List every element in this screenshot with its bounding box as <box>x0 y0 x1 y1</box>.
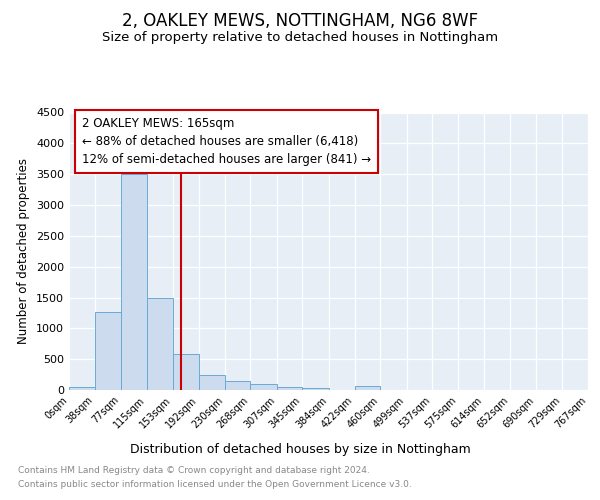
Text: 2 OAKLEY MEWS: 165sqm
← 88% of detached houses are smaller (6,418)
12% of semi-d: 2 OAKLEY MEWS: 165sqm ← 88% of detached … <box>82 117 371 166</box>
Bar <box>277 387 302 390</box>
Bar <box>199 375 224 390</box>
Bar <box>355 386 380 390</box>
Y-axis label: Number of detached properties: Number of detached properties <box>17 158 31 344</box>
Bar <box>173 354 199 390</box>
Bar <box>147 298 173 390</box>
Text: 2, OAKLEY MEWS, NOTTINGHAM, NG6 8WF: 2, OAKLEY MEWS, NOTTINGHAM, NG6 8WF <box>122 12 478 30</box>
Bar <box>121 174 147 390</box>
Bar <box>95 312 121 390</box>
Bar <box>302 388 329 390</box>
Bar <box>69 387 95 390</box>
Text: Distribution of detached houses by size in Nottingham: Distribution of detached houses by size … <box>130 442 470 456</box>
Text: Size of property relative to detached houses in Nottingham: Size of property relative to detached ho… <box>102 31 498 44</box>
Bar <box>224 382 250 390</box>
Bar <box>250 384 277 390</box>
Text: Contains HM Land Registry data © Crown copyright and database right 2024.: Contains HM Land Registry data © Crown c… <box>18 466 370 475</box>
Text: Contains public sector information licensed under the Open Government Licence v3: Contains public sector information licen… <box>18 480 412 489</box>
